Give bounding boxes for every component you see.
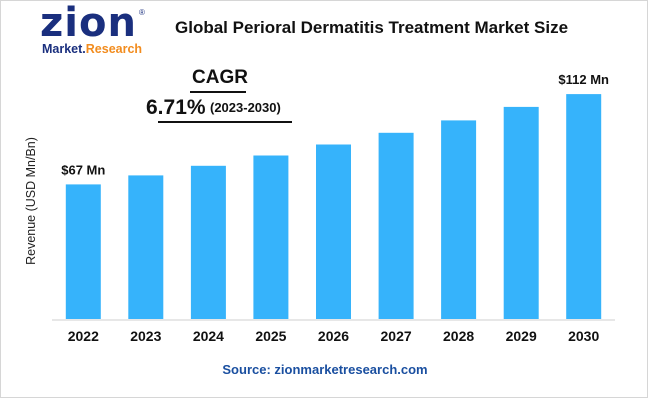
x-tick-2023: 2023 [130,328,161,344]
bar-2026 [316,144,351,319]
data-label-2022: $67 Mn [61,162,105,177]
data-label-2030: $112 Mn [558,72,609,87]
bars-group [65,94,602,320]
bar-2025 [253,155,289,319]
x-tick-2026: 2026 [318,328,349,344]
chart-title: Global Perioral Dermatitis Treatment Mar… [175,18,569,37]
cagr-divider [158,121,292,123]
bar-2028 [441,120,477,320]
data-labels: $67 Mn $112 Mn [61,72,609,177]
logo-registered-mark: ® [139,8,145,17]
bar-2022 [65,184,101,319]
source-link[interactable]: zionmarketresearch.com [274,362,428,377]
source-line: Source: zionmarketresearch.com [0,362,650,377]
cagr-value: 6.71% [146,96,206,119]
x-tick-2029: 2029 [506,328,537,344]
cagr-underline [190,91,246,93]
x-tick-2027: 2027 [381,328,412,344]
bar-2024 [190,165,226,319]
logo-sub-accent: Research [85,42,143,56]
zion-logo: zion ® Market.Research [40,0,150,58]
logo-subtitle: Market.Research [42,42,142,56]
logo-word: zion [40,0,137,46]
x-tick-2028: 2028 [443,328,474,344]
cagr-period: (2023-2030) [210,100,281,115]
x-tick-labels: 2022 2023 2024 2025 2026 2027 2028 2029 2030 [68,328,600,344]
x-tick-2030: 2030 [568,328,599,344]
x-tick-2025: 2025 [255,328,286,344]
bar-2023 [128,175,164,319]
bar-2027 [378,132,414,319]
logo-sub-main: Market. [42,42,86,56]
source-label: Source: [222,362,271,377]
cagr-label: CAGR [192,67,248,88]
x-tick-2022: 2022 [68,328,99,344]
x-tick-2024: 2024 [193,328,224,344]
bar-2030 [566,94,602,319]
bar-2029 [503,106,539,320]
